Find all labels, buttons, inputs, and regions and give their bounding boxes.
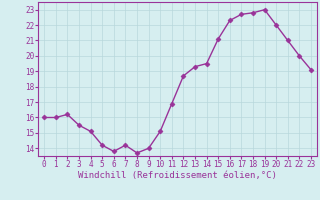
X-axis label: Windchill (Refroidissement éolien,°C): Windchill (Refroidissement éolien,°C) bbox=[78, 171, 277, 180]
